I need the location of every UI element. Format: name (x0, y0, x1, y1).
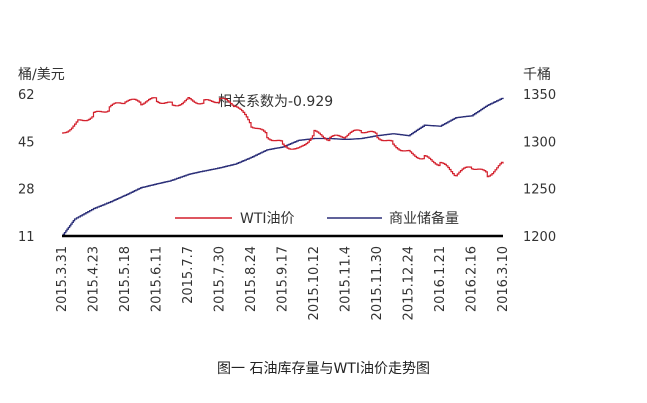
left-tick-label: 11 (18, 230, 35, 245)
right-tick-label: 1250 (523, 183, 556, 198)
right-axis-ticks: 1350 1300 1250 1200 (523, 88, 556, 245)
right-axis-unit: 千桶 (523, 67, 551, 83)
x-tick-label: 2015.8.24 (244, 246, 259, 312)
x-tick-label: 2015.11.4 (339, 246, 354, 312)
x-tick-label: 2016.3.10 (496, 246, 511, 312)
x-tick-label: 2015.7.7 (181, 246, 196, 304)
x-tick-label: 2015.5.18 (118, 246, 133, 312)
legend-wti-label: WTI油价 (240, 211, 295, 227)
x-tick-label: 2015.3.31 (55, 246, 70, 312)
right-tick-label: 1200 (523, 230, 556, 245)
wti-series-line (62, 97, 504, 178)
x-tick-label: 2015.10.12 (307, 246, 322, 320)
x-tick-label: 2015.4.23 (87, 246, 102, 312)
left-tick-label: 62 (18, 88, 35, 103)
series-lines (62, 97, 504, 237)
left-tick-label: 28 (18, 183, 35, 198)
correlation-annotation: 相关系数为-0.929 (218, 94, 333, 110)
right-tick-label: 1350 (523, 88, 556, 103)
x-tick-label: 2015.7.30 (213, 246, 228, 312)
x-tick-label: 2016.1.21 (433, 246, 448, 312)
x-tick-label: 2015.11.30 (370, 246, 385, 320)
left-tick-label: 45 (18, 135, 35, 150)
left-axis-ticks: 62 45 28 11 (18, 88, 35, 245)
figure-caption: 图一 石油库存量与WTI油价走势图 (217, 361, 430, 377)
x-axis-ticks: 2015.3.31 2015.4.23 2015.5.18 2015.6.11 2015… (55, 246, 511, 320)
right-tick-label: 1300 (523, 135, 556, 150)
inventory-series-line (62, 97, 504, 237)
x-tick-label: 2015.12.24 (402, 246, 417, 320)
legend-inventory-label: 商业储备量 (389, 210, 459, 227)
x-tick-label: 2015.6.11 (150, 246, 165, 312)
left-axis-unit: 桶/美元 (18, 67, 65, 83)
legend: WTI油价 商业储备量 (175, 210, 459, 227)
x-tick-label: 2016.2.16 (465, 246, 480, 312)
x-tick-label: 2015.9.17 (276, 246, 291, 312)
